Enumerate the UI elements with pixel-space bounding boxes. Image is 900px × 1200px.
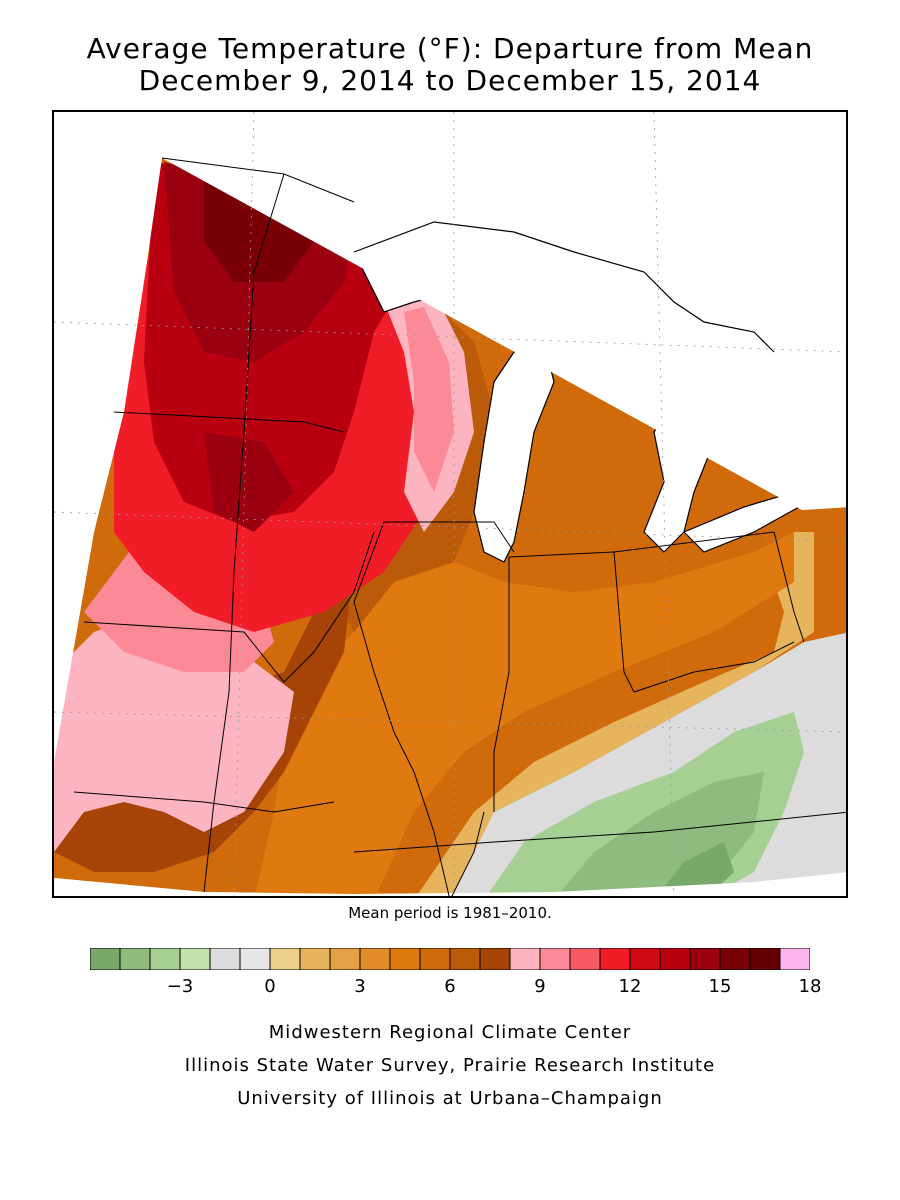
- legend-tick-label: 6: [444, 976, 456, 997]
- map-date-range: December 9, 2014 to December 15, 2014: [138, 64, 762, 97]
- legend-swatch: [299, 948, 331, 970]
- map-title: Average Temperature (°F): Departure from…: [86, 32, 814, 65]
- legend-tick-label: 18: [798, 976, 822, 997]
- legend-swatch: [479, 948, 511, 970]
- legend-swatch: [179, 948, 211, 970]
- legend-swatch: [539, 948, 571, 970]
- legend-swatch: [209, 948, 241, 970]
- legend-tick-label: 3: [354, 976, 366, 997]
- graticule: [54, 112, 846, 896]
- legend-swatch: [599, 948, 631, 970]
- credit-isws: Illinois State Water Survey, Prairie Res…: [184, 1055, 716, 1076]
- legend-tick-label: −3: [166, 976, 194, 997]
- legend-swatch: [359, 948, 391, 970]
- credit-mrcc: Midwestern Regional Climate Center: [268, 1022, 632, 1043]
- legend-swatch: [719, 948, 751, 970]
- legend-swatch: [90, 948, 121, 970]
- temperature-map: [54, 112, 846, 896]
- legend-tick-labels: −3 0 3 6 9 12 15 18: [90, 976, 822, 1000]
- credit-uiuc: University of Illinois at Urbana–Champai…: [237, 1088, 663, 1109]
- legend-swatch: [779, 948, 810, 970]
- legend-swatch: [149, 948, 181, 970]
- legend-swatch: [749, 948, 781, 970]
- legend-swatch: [419, 948, 451, 970]
- legend-swatch: [389, 948, 421, 970]
- legend-swatch: [239, 948, 271, 970]
- legend-swatch: [509, 948, 541, 970]
- mean-period-note: Mean period is 1981–2010.: [348, 904, 552, 922]
- legend-swatch: [269, 948, 301, 970]
- legend-swatch: [689, 948, 721, 970]
- color-legend: [90, 948, 810, 970]
- legend-swatch: [569, 948, 601, 970]
- legend-swatch: [629, 948, 661, 970]
- legend-swatch: [329, 948, 361, 970]
- lake-michigan: [473, 341, 555, 563]
- legend-tick-label: 15: [708, 976, 732, 997]
- map-frame: [52, 110, 848, 898]
- legend-swatch: [659, 948, 691, 970]
- region-illinois: [254, 532, 794, 896]
- legend-tick-label: 12: [618, 976, 642, 997]
- legend-tick-label: 9: [534, 976, 546, 997]
- legend-swatch: [119, 948, 151, 970]
- state-boundaries: [73, 157, 846, 896]
- region-tan: [416, 532, 814, 896]
- legend-tick-label: 0: [264, 976, 276, 997]
- legend-swatch: [449, 948, 481, 970]
